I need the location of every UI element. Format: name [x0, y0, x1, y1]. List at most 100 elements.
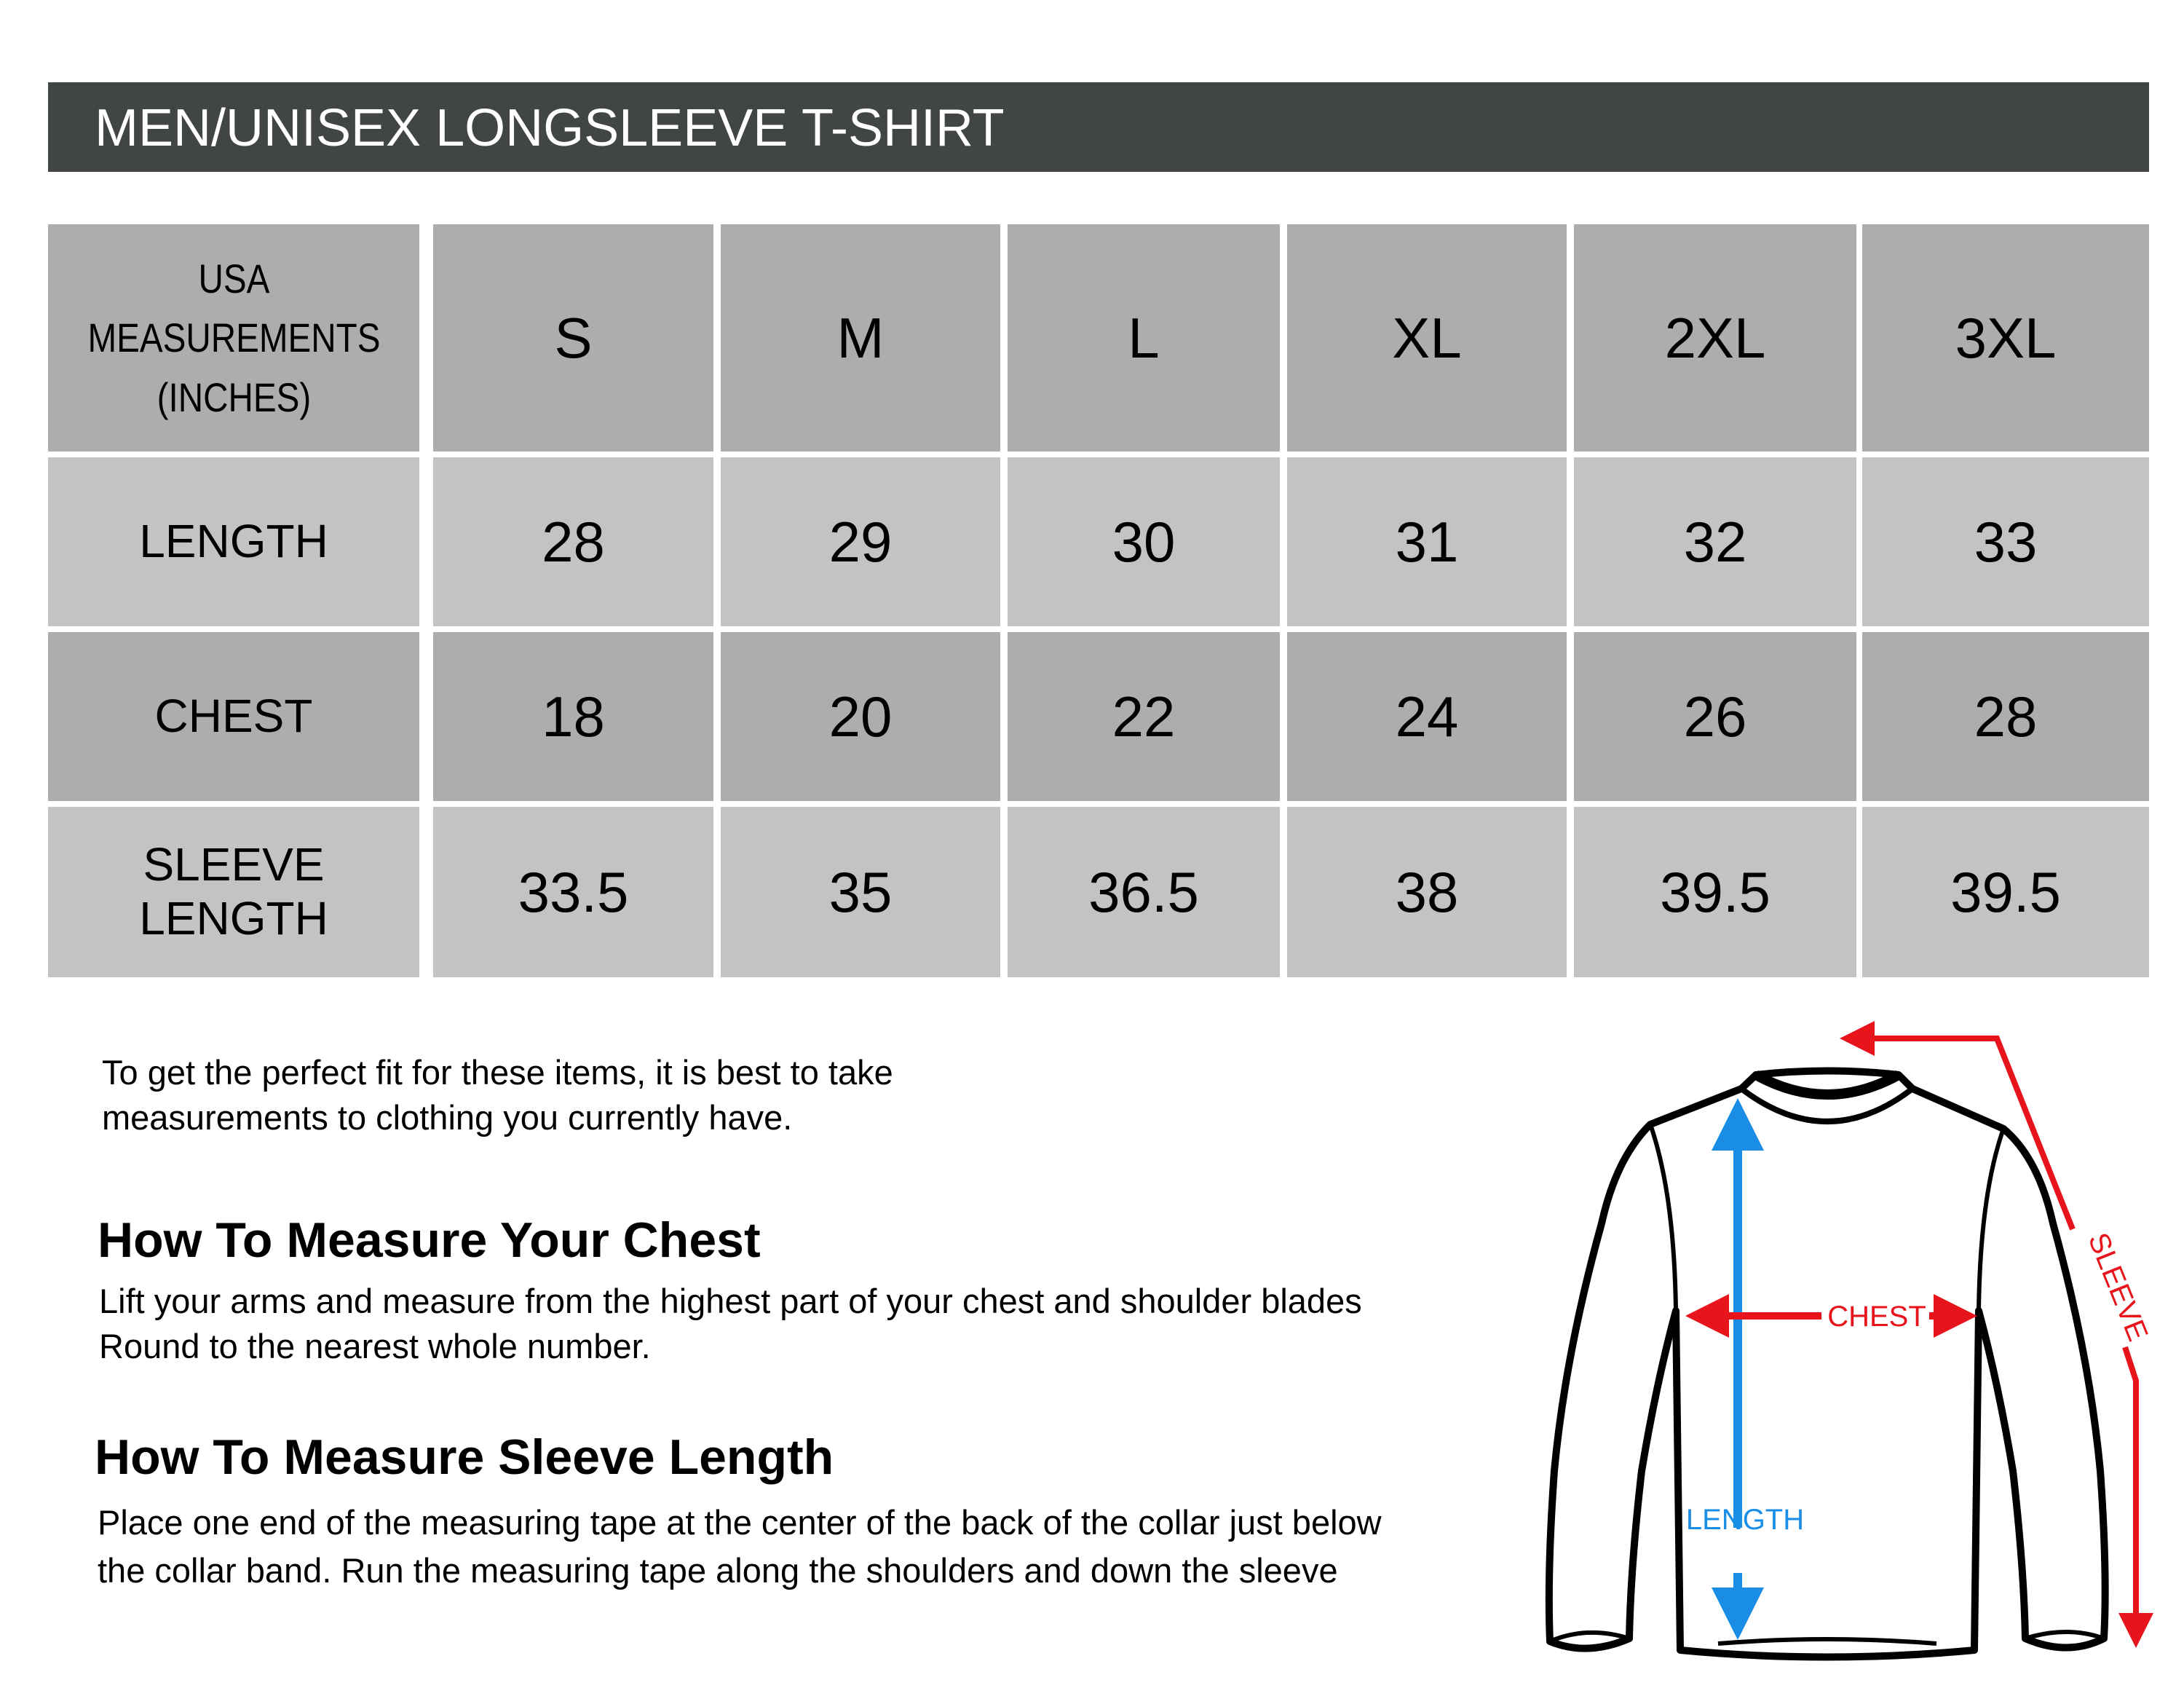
table-cell: 20 [721, 632, 1000, 801]
cell-text: 38 [1396, 859, 1459, 926]
table-cell: 18 [433, 632, 713, 801]
cell-line: (INCHES) [157, 374, 311, 420]
cell-line: 35 [828, 859, 893, 924]
cell-line: 24 [1395, 684, 1459, 749]
row-label: CHEST [48, 632, 419, 801]
cell-line: 2XL [1664, 305, 1766, 370]
table-cell: 26 [1574, 632, 1856, 801]
cell-text: S [554, 305, 592, 371]
cell-line: LENGTH [139, 515, 328, 568]
sleeve-arrow [1840, 1021, 2153, 1648]
cell-text: 35 [829, 859, 893, 926]
chest-label: CHEST [1827, 1301, 1926, 1333]
chest-instructions: Lift your arms and measure from the high… [99, 1279, 1362, 1369]
table-cell: 31 [1287, 457, 1567, 626]
cell-text: CHEST [155, 690, 313, 744]
cell-line: 30 [1112, 509, 1176, 574]
corner-header: USA MEASUREMENTS (INCHES) [48, 224, 419, 451]
table-cell: 36.5 [1008, 807, 1280, 977]
cell-line: 36.5 [1088, 859, 1199, 924]
table-cell: 28 [1862, 632, 2149, 801]
table-cell: 29 [721, 457, 1000, 626]
size-header: XL [1287, 224, 1567, 451]
page-title: MEN/UNISEX LONGSLEEVE T-SHIRT [95, 99, 1005, 157]
cell-text: 24 [1396, 684, 1459, 750]
cell-line: 39.5 [1950, 859, 2061, 924]
cell-text: 33.5 [518, 859, 629, 926]
table-cell: 35 [721, 807, 1000, 977]
cell-line: 39.5 [1660, 859, 1770, 924]
chest-heading: How To Measure Your Chest [98, 1212, 761, 1268]
table-cell: 22 [1008, 632, 1280, 801]
table-cell: 33 [1862, 457, 2149, 626]
table-cell: 32 [1574, 457, 1856, 626]
cell-text: 33 [1974, 509, 2038, 575]
cell-line: S [554, 305, 593, 370]
chest-line: Lift your arms and measure from the high… [99, 1282, 1362, 1320]
sleeve-heading: How To Measure Sleeve Length [95, 1429, 834, 1485]
cell-text: 18 [542, 684, 605, 750]
table-cell: 28 [433, 457, 713, 626]
cell-text: M [837, 305, 885, 371]
cell-text: 36.5 [1088, 859, 1199, 926]
cell-text: USA MEASUREMENTS (INCHES) [87, 249, 380, 427]
cell-line: CHEST [154, 690, 313, 743]
cell-text: 3XL [1955, 305, 2057, 371]
cell-text: 20 [829, 684, 893, 750]
cell-text: 31 [1396, 509, 1459, 575]
table-cell: 39.5 [1574, 807, 1856, 977]
cell-text: 29 [829, 509, 893, 575]
cell-text: 39.5 [1950, 859, 2061, 926]
cell-text: LENGTH [139, 515, 328, 569]
table-cell: 24 [1287, 632, 1567, 801]
cell-text: L [1128, 305, 1159, 371]
chest-line: Round to the nearest whole number. [99, 1327, 651, 1365]
cell-line: 32 [1683, 509, 1747, 574]
cell-line: USA [198, 256, 269, 302]
intro-line: To get the perfect fit for these items, … [102, 1053, 893, 1092]
cell-text: 22 [1112, 684, 1176, 750]
cell-text: SLEEVE LENGTH [139, 838, 328, 945]
cell-line: LENGTH [139, 892, 328, 944]
intro-text: To get the perfect fit for these items, … [102, 1050, 893, 1140]
cell-line: SLEEVE [143, 838, 325, 891]
cell-text: XL [1392, 305, 1461, 371]
cell-text: 39.5 [1660, 859, 1770, 926]
sleeve-line: Place one end of the measuring tape at t… [98, 1503, 1382, 1542]
table-cell: 38 [1287, 807, 1567, 977]
shirt-outline-icon [1545, 1067, 2109, 1661]
cell-text: 30 [1112, 509, 1176, 575]
cell-line: 38 [1395, 859, 1459, 924]
cell-line: 33 [1974, 509, 2038, 574]
row-label: LENGTH [48, 457, 419, 626]
sleeve-line: the collar band. Run the measuring tape … [98, 1551, 1338, 1590]
cell-line: MEASUREMENTS [87, 315, 380, 361]
cell-line: 3XL [1955, 305, 2057, 370]
size-header: 2XL [1574, 224, 1856, 451]
cell-line: M [836, 305, 885, 370]
size-header: 3XL [1862, 224, 2149, 451]
cell-text: 28 [1974, 684, 2038, 750]
cell-line: 28 [542, 509, 605, 574]
table-cell: 39.5 [1862, 807, 2149, 977]
cell-line: 26 [1683, 684, 1747, 749]
cell-line: 22 [1112, 684, 1176, 749]
cell-line: 33.5 [518, 859, 629, 924]
table-cell: 30 [1008, 457, 1280, 626]
intro-line: measurements to clothing you currently h… [102, 1098, 793, 1137]
table-cell: 33.5 [433, 807, 713, 977]
length-label: LENGTH [1686, 1504, 1804, 1536]
size-header: S [433, 224, 713, 451]
sleeve-label: SLEEVE [2082, 1228, 2154, 1346]
cell-text: 32 [1684, 509, 1747, 575]
cell-line: L [1128, 305, 1160, 370]
row-label: SLEEVE LENGTH [48, 807, 419, 977]
size-header: L [1008, 224, 1280, 451]
cell-text: 28 [542, 509, 605, 575]
cell-line: XL [1392, 305, 1462, 370]
cell-line: 29 [828, 509, 893, 574]
cell-line: 20 [828, 684, 893, 749]
cell-text: 2XL [1665, 305, 1766, 371]
cell-text: 26 [1684, 684, 1747, 750]
